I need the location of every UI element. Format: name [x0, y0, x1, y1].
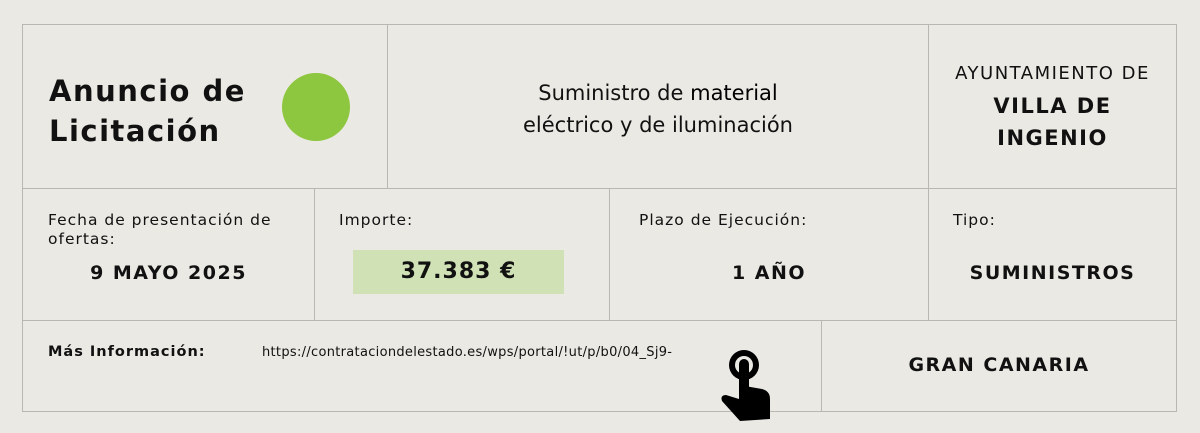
subject-bold: material: [690, 81, 778, 105]
ayuntamiento-name-1: VILLA DE: [993, 94, 1112, 118]
green-circle-decoration: [282, 73, 350, 141]
page-title: Anuncio de Licitación: [49, 71, 246, 151]
hand-pointer-icon[interactable]: [720, 349, 772, 423]
ayuntamiento-label: AYUNTAMIENTO DE: [955, 63, 1150, 84]
region-value: GRAN CANARIA: [908, 354, 1090, 376]
plazo-label: Plazo de Ejecución:: [639, 211, 808, 229]
importe-value: 37.383 €: [353, 250, 564, 294]
info-link[interactable]: https://contrataciondelestado.es/wps/por…: [262, 345, 673, 360]
importe-cell: Importe: 37.383 €: [314, 188, 610, 321]
tipo-cell: Tipo: SUMINISTROS: [928, 188, 1177, 321]
importe-label: Importe:: [339, 211, 414, 229]
subject-line-2: eléctrico y de iluminación: [522, 113, 793, 137]
ayuntamiento-cell: AYUNTAMIENTO DE VILLA DE INGENIO: [928, 24, 1177, 189]
plazo-cell: Plazo de Ejecución: 1 AÑO: [609, 188, 929, 321]
tipo-label: Tipo:: [953, 211, 996, 229]
info-cell: Más Información: https://contrataciondel…: [22, 320, 822, 421]
region-cell: GRAN CANARIA: [821, 320, 1177, 412]
plazo-value: 1 AÑO: [731, 262, 807, 284]
title-line-2: Licitación: [49, 114, 221, 148]
title-cell: Anuncio de Licitación: [22, 24, 388, 189]
fecha-cell: Fecha de presentación de ofertas: 9 MAYO…: [22, 188, 315, 321]
tipo-value: SUMINISTROS: [969, 262, 1136, 284]
info-label: Más Información:: [48, 344, 206, 360]
subject-cell: Suministro de material eléctrico y de ilu…: [387, 24, 929, 189]
ayuntamiento: AYUNTAMIENTO DE VILLA DE INGENIO: [929, 63, 1176, 154]
fecha-label: Fecha de presentación de ofertas:: [48, 211, 272, 248]
subject-pre: Suministro de: [538, 81, 691, 105]
fecha-value: 9 MAYO 2025: [90, 262, 247, 284]
title-line-1: Anuncio de: [49, 74, 246, 108]
subject-text: Suministro de material eléctrico y de ilu…: [388, 77, 928, 141]
ayuntamiento-name-2: INGENIO: [997, 126, 1108, 150]
